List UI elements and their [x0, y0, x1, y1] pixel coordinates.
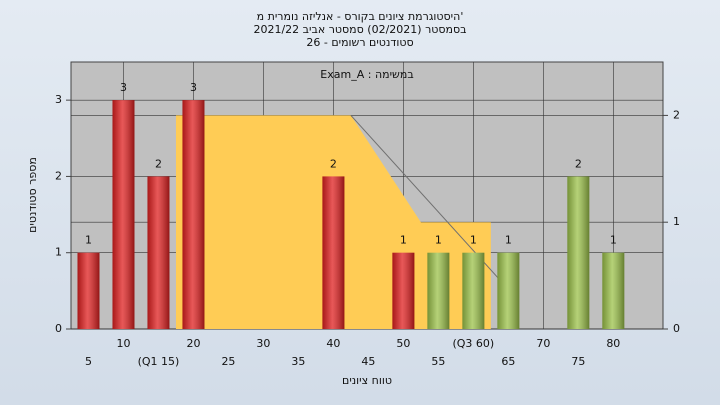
chart-title: סטודנטים רשומים - 26 — [306, 36, 413, 49]
y-tick-label: 2 — [55, 169, 62, 182]
y-tick-label: 3 — [55, 93, 62, 106]
data-label: 1 — [470, 234, 477, 247]
bar-shade — [567, 176, 590, 329]
x-tick-label: 70 — [536, 337, 550, 350]
plot-layer — [71, 62, 663, 330]
y-axis-label: מספר סטודנטים — [26, 157, 39, 233]
y2-tick-label: 0 — [673, 322, 680, 335]
y-tick-label: 1 — [55, 246, 62, 259]
bar-shade — [182, 100, 205, 330]
data-label: 2 — [155, 157, 162, 170]
chart-title: בסמסטר (02/2021) סמסטר אביב 2021/22 — [253, 23, 466, 36]
x-tick-label: 20 — [186, 337, 200, 350]
bar-shade — [392, 252, 415, 329]
data-label: 1 — [505, 234, 512, 247]
x-tick-label: 65 — [501, 355, 515, 368]
x-tick-label: 80 — [606, 337, 620, 350]
x-tick-label: 40 — [326, 337, 340, 350]
y2-tick-label: 2 — [673, 108, 680, 121]
x-tick-label: 35 — [291, 355, 305, 368]
data-label: 3 — [190, 81, 197, 94]
bar-shade — [77, 252, 100, 329]
data-label: 2 — [575, 157, 582, 170]
bar-shade — [497, 252, 520, 329]
bar-shade — [427, 252, 450, 329]
x-tick-label: 10 — [116, 337, 130, 350]
data-label: 2 — [330, 157, 337, 170]
x-tick-label: 25 — [221, 355, 235, 368]
data-label: 1 — [85, 234, 92, 247]
x-tick-label: 55 — [431, 355, 445, 368]
bar-shade — [462, 252, 485, 329]
bar-shade — [112, 100, 135, 330]
y-tick-label: 0 — [55, 322, 62, 335]
x-tick-label: 45 — [361, 355, 375, 368]
x-tick-label: 5 — [85, 355, 92, 368]
data-label: 3 — [120, 81, 127, 94]
line — [350, 115, 516, 298]
chart-title: היסטוגרמת ציונים בקורס - אנליזה נומרית מ… — [257, 10, 464, 23]
bar-shade — [602, 252, 625, 329]
x-tick-label: 75 — [571, 355, 585, 368]
chart-subtitle: Exam_A : במשימה — [320, 68, 413, 81]
data-label: 1 — [610, 234, 617, 247]
data-label: 1 — [400, 234, 407, 247]
y2-tick-label: 1 — [673, 215, 680, 228]
x-tick-label: 30 — [256, 337, 270, 350]
bar-shade — [147, 176, 170, 329]
x-tick-label: (Q1 15) — [138, 355, 180, 368]
bar-shade — [322, 176, 345, 329]
x-axis-label: טווח ציונים — [342, 374, 392, 387]
x-tick-label: 50 — [396, 337, 410, 350]
x-tick-label: (Q3 60) — [452, 337, 494, 350]
data-label: 1 — [435, 234, 442, 247]
